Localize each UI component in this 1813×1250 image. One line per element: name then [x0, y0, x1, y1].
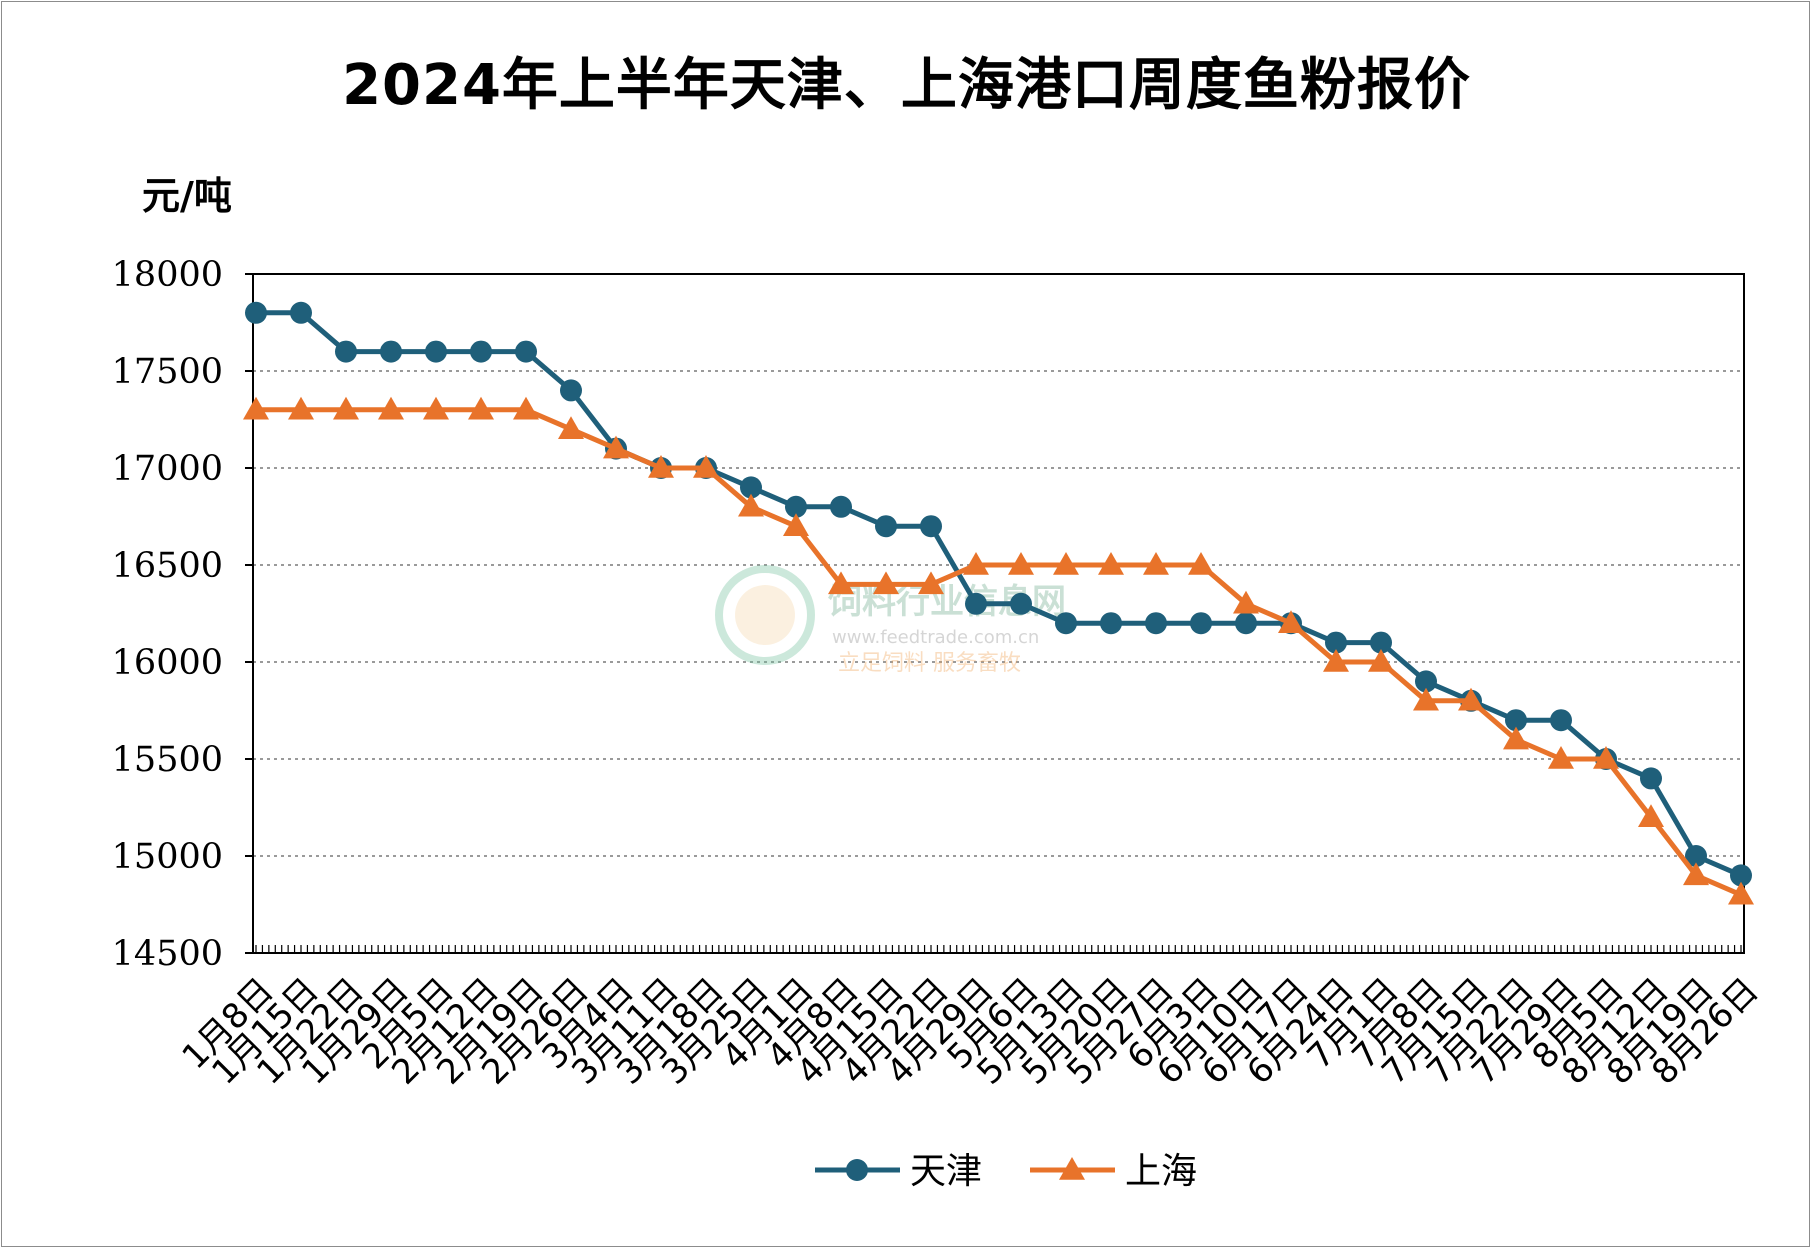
data-point	[1368, 649, 1394, 672]
data-point	[1100, 612, 1122, 635]
data-point	[963, 552, 989, 575]
data-point	[515, 340, 537, 363]
data-point	[1685, 845, 1707, 867]
y-tick-label: 18000	[112, 255, 223, 295]
watermark-url: www.feedtrade.com.cn	[832, 627, 1039, 648]
data-point	[1640, 767, 1662, 790]
data-point	[1683, 862, 1709, 886]
data-point	[920, 515, 942, 538]
y-axis-label: 元/吨	[142, 174, 232, 218]
data-point	[558, 416, 584, 439]
data-point	[290, 301, 312, 324]
y-tick-label: 17000	[112, 449, 223, 489]
data-point	[828, 571, 854, 595]
plot-border	[252, 273, 1745, 954]
data-point	[965, 592, 987, 615]
data-point	[378, 396, 404, 420]
data-point	[1638, 804, 1664, 827]
data-point	[1188, 552, 1214, 575]
data-point	[335, 340, 357, 363]
data-point	[1323, 649, 1349, 672]
data-point	[1145, 612, 1167, 635]
data-point	[783, 513, 809, 536]
y-tick-label: 14500	[112, 934, 223, 974]
data-point	[1055, 612, 1077, 635]
y-tick-labels: 14500 15000 15500 16000 16500 17000 17500 18000	[112, 255, 223, 974]
data-point	[603, 435, 629, 459]
data-point	[1053, 552, 1079, 575]
data-point	[1098, 552, 1124, 575]
data-point	[468, 396, 494, 420]
data-point	[1143, 552, 1169, 575]
legend-label: 上海	[1125, 1151, 1197, 1192]
watermark-logo: 饲料行业信息网 www.feedtrade.com.cn 立足饲料 服务畜牧	[715, 565, 1066, 676]
data-point	[1190, 612, 1212, 635]
data-point	[1235, 612, 1257, 635]
y-tick-label: 15500	[112, 740, 223, 780]
data-point	[1730, 864, 1752, 887]
data-point	[1550, 709, 1572, 732]
y-tick-label: 15000	[112, 837, 223, 877]
series-line-上海	[256, 407, 1742, 898]
data-point	[738, 493, 764, 517]
data-point	[245, 301, 267, 324]
data-point	[513, 396, 539, 420]
data-point	[1728, 881, 1754, 905]
data-point	[1505, 709, 1527, 732]
chart-title: 2024年上半年天津、上海港口周度鱼粉报价	[342, 53, 1471, 118]
legend-marker	[1059, 1157, 1085, 1180]
data-point	[1233, 590, 1259, 614]
data-point	[425, 340, 447, 363]
data-point	[918, 571, 944, 595]
series-group	[243, 301, 1754, 905]
data-point	[1010, 592, 1032, 615]
data-point	[333, 396, 359, 420]
data-point	[785, 495, 807, 518]
data-point	[875, 515, 897, 538]
data-point	[1008, 552, 1034, 575]
y-tick-label: 16500	[112, 546, 223, 586]
data-point	[243, 396, 269, 420]
data-point	[873, 571, 899, 595]
data-point	[380, 340, 402, 363]
data-point	[470, 340, 492, 363]
data-point	[1325, 631, 1347, 654]
data-point	[1503, 726, 1529, 750]
data-point	[423, 396, 449, 420]
data-point	[1593, 746, 1619, 769]
legend-label: 天津	[910, 1151, 982, 1192]
data-point	[1458, 687, 1484, 711]
watermark-slogan: 立足饲料 服务畜牧	[838, 651, 1021, 676]
legend: 天津 上海	[815, 1151, 1197, 1192]
data-point	[288, 396, 314, 420]
data-point	[830, 495, 852, 518]
data-point	[560, 379, 582, 402]
data-point	[1370, 631, 1392, 654]
x-tick-labels: 1月8日1月15日1月22日1月29日2月5日2月12日2月19日2月26日3月…	[175, 970, 1767, 1092]
data-point	[740, 476, 762, 499]
data-point	[648, 455, 674, 478]
axes	[245, 273, 1745, 954]
y-tick-label: 17500	[112, 352, 223, 392]
data-point	[1548, 746, 1574, 769]
data-point	[1415, 670, 1437, 693]
data-point	[1278, 610, 1304, 633]
series-line-天津	[256, 310, 1742, 878]
data-point	[693, 455, 719, 478]
legend-marker	[846, 1159, 868, 1181]
y-tick-label: 16000	[112, 643, 223, 683]
data-point	[1413, 687, 1439, 711]
